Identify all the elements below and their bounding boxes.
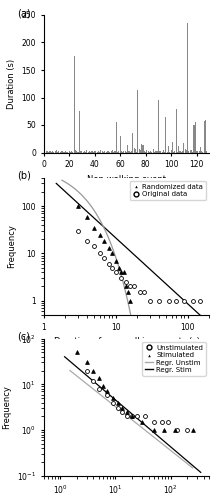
Bar (165, 116, 167, 152)
Bar (127, 146, 128, 152)
Bar (134, 148, 135, 152)
Bar (92, 151, 93, 152)
Bar (205, 120, 206, 152)
Bar (119, 136, 121, 152)
Bar (184, 149, 186, 152)
Bar (193, 125, 194, 152)
Bar (81, 151, 82, 152)
Bar (71, 151, 72, 152)
Bar (75, 150, 76, 152)
Y-axis label: Frequency: Frequency (7, 224, 16, 268)
Bar (100, 150, 102, 152)
Legend: Unstimulated, Stimulated, Regr. Unstim, Regr. Stim: Unstimulated, Stimulated, Regr. Unstim, … (142, 342, 206, 376)
Bar (111, 151, 112, 152)
Bar (141, 144, 142, 152)
Y-axis label: Frequency: Frequency (2, 386, 11, 429)
Bar (137, 90, 138, 152)
Bar (190, 150, 191, 152)
Bar (112, 150, 113, 152)
Bar (123, 151, 124, 152)
Bar (186, 150, 187, 152)
Bar (183, 142, 184, 152)
Bar (79, 110, 80, 152)
Bar (158, 100, 159, 152)
Legend: Randomized data, Original data: Randomized data, Original data (130, 181, 206, 200)
Bar (153, 148, 154, 152)
Bar (178, 146, 179, 152)
Bar (160, 151, 161, 152)
Bar (204, 121, 205, 152)
Bar (172, 142, 173, 152)
Bar (163, 150, 164, 152)
Bar (170, 150, 172, 152)
Y-axis label: Duration (s): Duration (s) (7, 58, 16, 109)
Bar (176, 108, 177, 152)
Bar (146, 150, 147, 152)
Bar (52, 151, 53, 152)
Text: (b): (b) (17, 170, 31, 180)
Text: (c): (c) (17, 332, 30, 342)
Bar (46, 151, 47, 152)
Bar (144, 151, 145, 152)
Bar (179, 151, 181, 152)
Bar (95, 151, 96, 152)
Bar (135, 148, 136, 152)
Bar (44, 133, 45, 152)
Bar (197, 151, 198, 152)
Bar (187, 23, 188, 152)
Bar (107, 151, 108, 152)
Bar (86, 150, 87, 152)
X-axis label: Duration of non-walking events (s): Duration of non-walking events (s) (53, 337, 199, 346)
Bar (191, 150, 192, 152)
Bar (140, 150, 141, 152)
Bar (168, 146, 169, 152)
Bar (139, 149, 140, 152)
Text: (a): (a) (17, 8, 31, 18)
Bar (155, 151, 156, 152)
Bar (200, 147, 201, 152)
Bar (206, 151, 207, 152)
Bar (131, 151, 132, 152)
Bar (150, 151, 151, 152)
Bar (132, 133, 133, 152)
Bar (116, 122, 117, 152)
X-axis label: Non-walking event: Non-walking event (87, 174, 166, 184)
Bar (61, 151, 62, 152)
Bar (56, 150, 57, 152)
Bar (74, 56, 75, 152)
Bar (195, 122, 196, 152)
